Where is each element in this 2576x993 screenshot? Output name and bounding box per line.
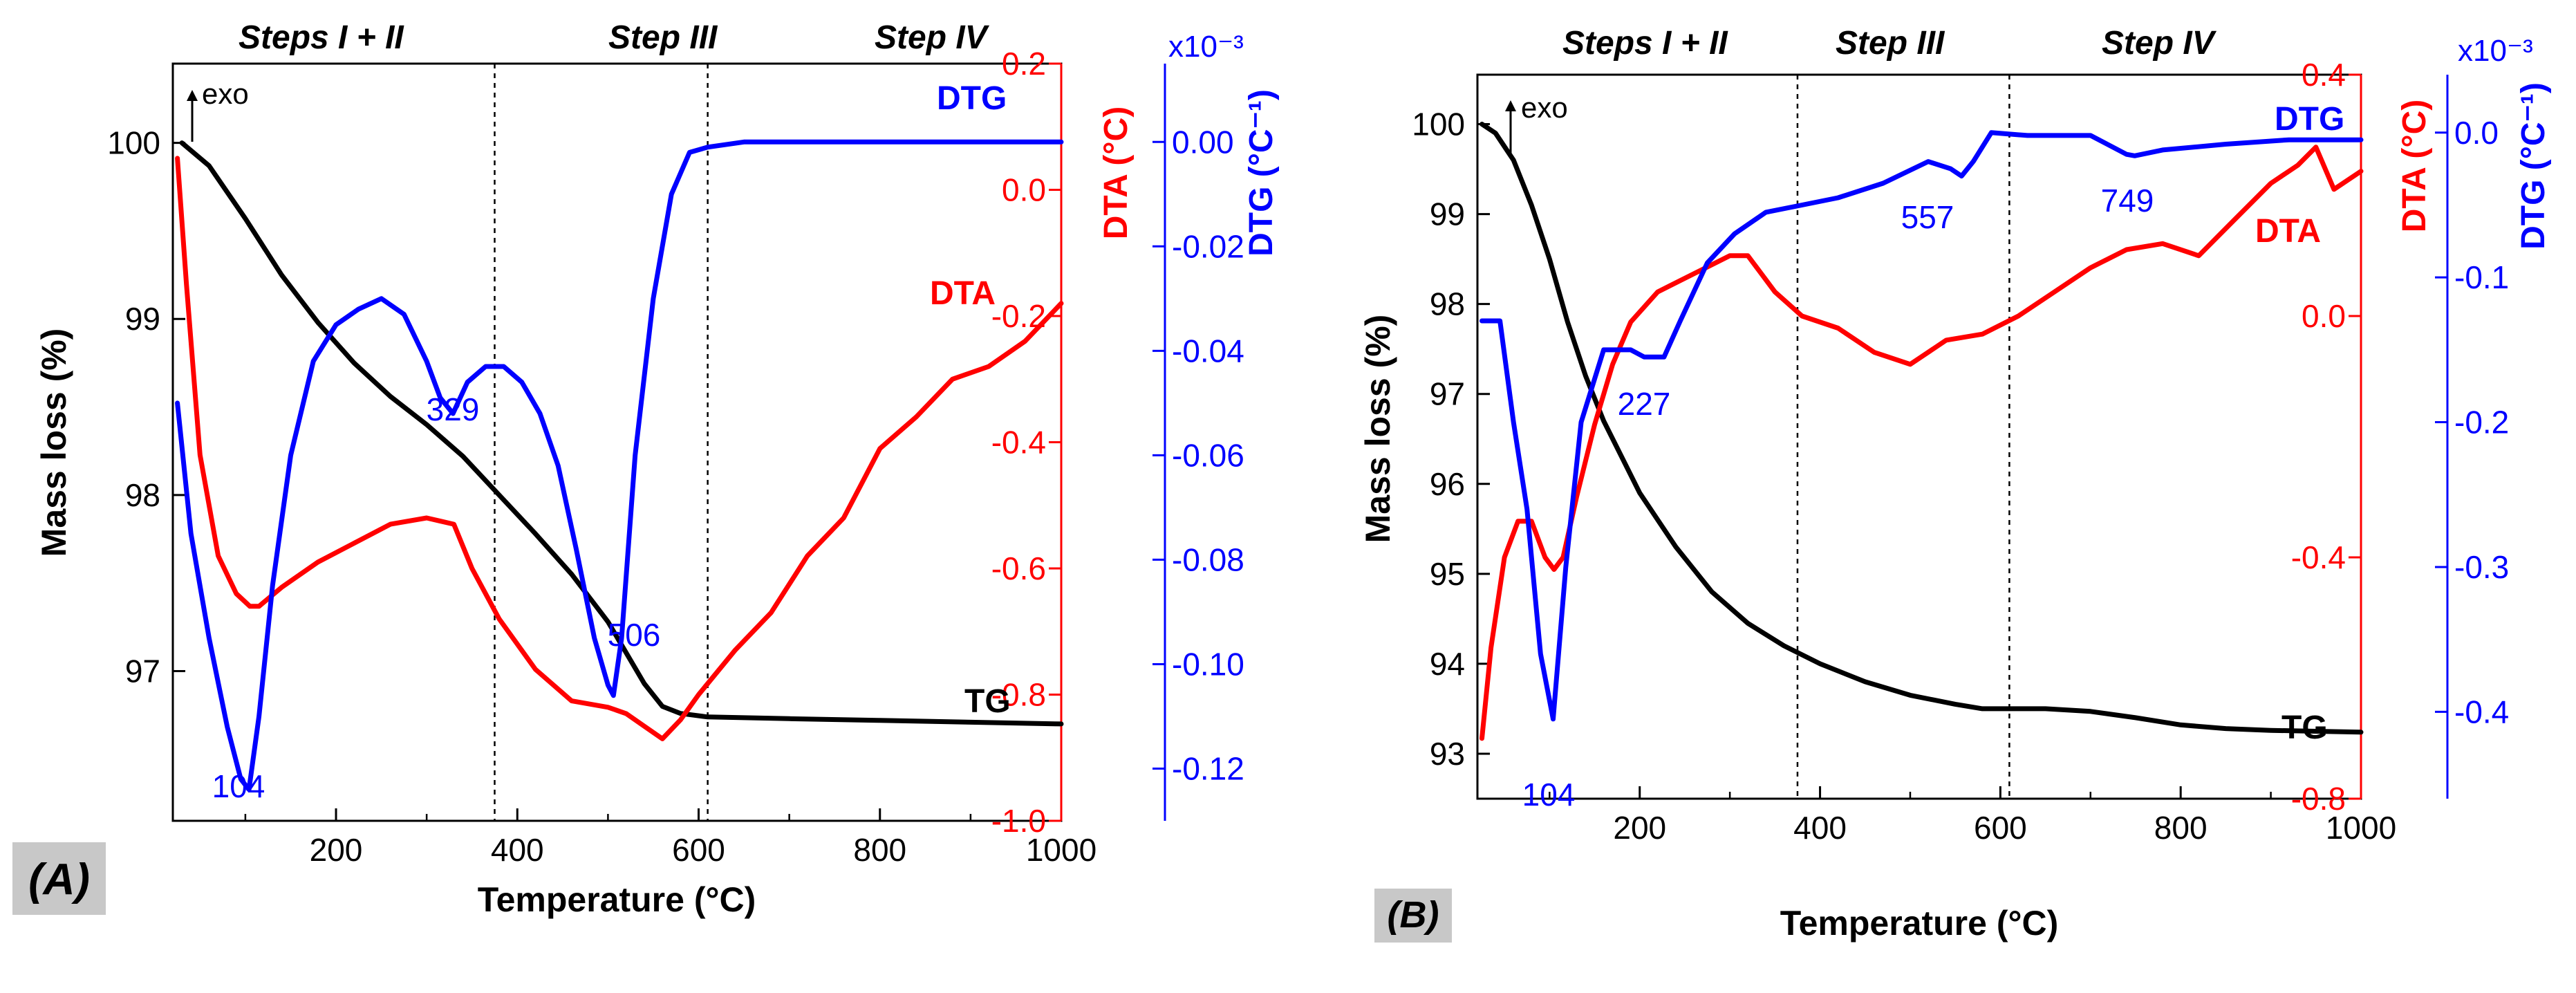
dta-tick-label: 0.2 <box>1002 46 1046 82</box>
dtg-tick-label: -0.3 <box>2454 549 2509 585</box>
dtg-series-line <box>175 139 1064 792</box>
chart-panel-b: Steps I + II Step III Step IV 200 400 600 800 1… <box>1359 25 2552 943</box>
x-axis-title: Temperature (°C) <box>478 880 756 919</box>
x-tick-label: 200 <box>310 832 363 868</box>
dtg-multiplier: x10⁻³ <box>2458 34 2533 68</box>
dta-tick-label: 0.4 <box>2302 57 2346 93</box>
dtg-multiplier: x10⁻³ <box>1168 30 1244 64</box>
dtg-tick-label: -0.12 <box>1172 750 1244 786</box>
dtg-peak-label: 104 <box>1522 777 1576 813</box>
dtg-tick-label: -0.2 <box>2454 405 2509 440</box>
x-tick-label: 400 <box>491 832 544 868</box>
x-tick-label: 800 <box>853 832 906 868</box>
dta-tick-label: -0.6 <box>991 550 1046 586</box>
dtg-peak-label: 329 <box>427 391 480 427</box>
dta-series-line <box>175 156 1064 741</box>
tg-series-line <box>1480 122 2364 735</box>
dtg-peak-label: 104 <box>212 768 265 804</box>
tg-tick-label: 98 <box>1430 286 1465 322</box>
dtg-tick-label: -0.08 <box>1172 541 1244 577</box>
dtg-axis-title: DTG (°C⁻¹) <box>2515 82 2552 250</box>
x-axis-title: Temperature (°C) <box>1780 904 2058 943</box>
dta-series-line <box>1480 145 2364 741</box>
dta-axis-title: DTA (°C) <box>1098 106 1135 239</box>
tg-axis-title: Mass loss (%) <box>1359 315 1397 544</box>
dtg-tick-label: -0.10 <box>1172 646 1244 682</box>
dtg-curve-label: DTG <box>2275 101 2344 138</box>
dtg-peak-label: 506 <box>608 617 661 653</box>
tg-tick-label: 97 <box>125 653 160 689</box>
dtg-tick-label: -0.06 <box>1172 437 1244 473</box>
tg-curve-label: TG <box>964 683 1011 720</box>
dtg-tick-label: -0.04 <box>1172 333 1244 369</box>
tg-tick-label: 99 <box>1430 196 1465 232</box>
x-tick-label: 1000 <box>1026 832 1096 868</box>
dta-curve-label: DTA <box>2255 213 2321 250</box>
step-label: Step IV <box>875 19 990 56</box>
tg-axis-title: Mass loss (%) <box>35 328 73 557</box>
dtg-tick-label: -0.4 <box>2454 694 2509 730</box>
x-tick-label: 200 <box>1613 810 1666 846</box>
dtg-axis-title: DTG (°C⁻¹) <box>1243 89 1280 257</box>
tg-tick-label: 100 <box>1412 106 1465 142</box>
x-tick-label: 1000 <box>2326 810 2396 846</box>
tg-tick-label: 96 <box>1430 466 1465 502</box>
dta-tick-label: -0.8 <box>2291 781 2346 817</box>
dtg-peak-label: 749 <box>2101 183 2154 219</box>
dta-tick-label: 0.0 <box>2302 298 2346 334</box>
dtg-series-line <box>1480 130 2364 722</box>
tg-tick-label: 94 <box>1430 646 1465 682</box>
dta-tick-label: 0.0 <box>1002 172 1046 208</box>
chart-panel-a: Steps I + II Step III Step IV 200 400 600 800 1… <box>12 19 1280 919</box>
exo-label: exo <box>202 77 249 110</box>
exo-arrow-head-icon <box>1505 100 1516 111</box>
dta-tick-label: -0.4 <box>991 425 1046 461</box>
step-label: Steps I + II <box>239 19 404 56</box>
dtg-peak-label: 557 <box>1901 199 1954 235</box>
x-tick-label: 400 <box>1793 810 1847 846</box>
panel-label-box <box>1374 889 1452 943</box>
tg-series-line <box>179 140 1064 727</box>
exo-label: exo <box>1521 91 1568 124</box>
step-label: Step III <box>608 19 718 56</box>
dtg-tick-label: -0.1 <box>2454 259 2509 295</box>
x-tick-label: 600 <box>1974 810 2027 846</box>
exo-arrow-head-icon <box>187 90 198 101</box>
x-tick-label: 800 <box>2154 810 2208 846</box>
x-tick-label: 600 <box>672 832 725 868</box>
dta-tick-label: -0.8 <box>991 677 1046 713</box>
dtg-tick-label: 0.00 <box>1172 124 1234 160</box>
panel-label: (B) <box>1388 894 1439 936</box>
step-label: Steps I + II <box>1562 25 1728 62</box>
tg-tick-label: 93 <box>1430 736 1465 772</box>
tg-tick-label: 97 <box>1430 376 1465 412</box>
dta-curve-label: DTA <box>930 275 996 312</box>
panel-label: (A) <box>28 855 90 904</box>
dta-tick-label: -0.4 <box>2291 539 2346 575</box>
dta-axis-title: DTA (°C) <box>2396 100 2433 232</box>
tg-tick-label: 100 <box>107 125 160 161</box>
dta-tick-label: -1.0 <box>991 803 1046 839</box>
tg-curve-label: TG <box>2281 709 2328 746</box>
step-label: Step III <box>1836 25 1945 62</box>
dtg-peak-label: 227 <box>1618 386 1671 422</box>
tg-tick-label: 98 <box>125 477 160 513</box>
tg-tick-label: 95 <box>1430 556 1465 592</box>
dtg-curve-label: DTG <box>937 80 1007 117</box>
dtg-tick-label: -0.02 <box>1172 228 1244 264</box>
tg-tick-label: 99 <box>125 301 160 337</box>
dtg-tick-label: 0.0 <box>2454 115 2499 151</box>
step-label: Step IV <box>2102 25 2217 62</box>
panel-label-box <box>12 842 106 915</box>
